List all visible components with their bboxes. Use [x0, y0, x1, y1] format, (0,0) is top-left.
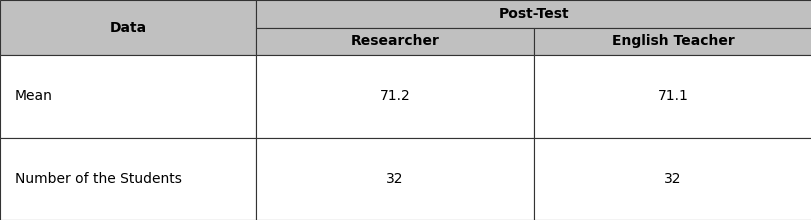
Text: Post-Test: Post-Test [498, 7, 569, 21]
Bar [255, 138, 534, 220]
Bar [0, 0, 255, 55]
Bar [534, 28, 811, 55]
Text: Data: Data [109, 20, 146, 35]
Text: English Teacher: English Teacher [611, 35, 733, 48]
Bar [0, 55, 255, 138]
Text: Mean: Mean [15, 90, 53, 103]
Text: 71.2: 71.2 [379, 90, 410, 103]
Bar [534, 55, 811, 138]
Bar [255, 55, 534, 138]
Text: Number of the Students: Number of the Students [15, 172, 182, 186]
Text: Researcher: Researcher [350, 35, 439, 48]
Text: 71.1: 71.1 [657, 90, 688, 103]
Bar [255, 0, 811, 28]
Text: 32: 32 [385, 172, 403, 186]
Bar [534, 138, 811, 220]
Bar [255, 28, 534, 55]
Text: 32: 32 [663, 172, 681, 186]
Bar [0, 138, 255, 220]
